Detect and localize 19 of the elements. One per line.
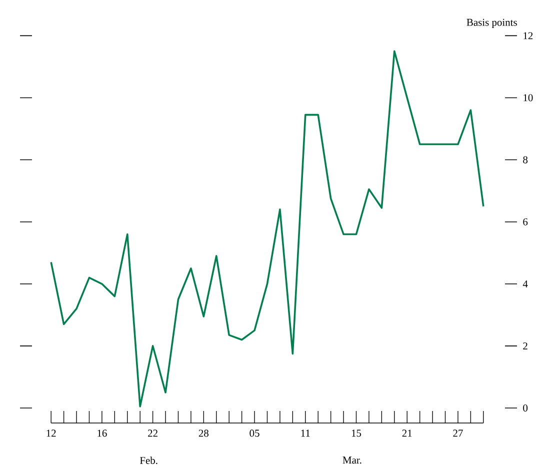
x-tick-label: 15 — [352, 430, 362, 437]
y-tick-label: 8 — [523, 156, 528, 164]
y-axis-title: Basis points — [466, 18, 517, 28]
x-tick-label: 12 — [46, 430, 56, 437]
text: Mar. — [342, 456, 362, 464]
x-tick-label: 05 — [250, 430, 260, 437]
y-tick-label: 0 — [523, 404, 528, 412]
y-tick-label: 4 — [522, 280, 528, 288]
y-tick-label: 2 — [523, 342, 528, 350]
y-tick-label: 10 — [524, 94, 533, 102]
x-tick-label: 28 — [198, 430, 208, 437]
x-tick-label: 16 — [98, 430, 107, 437]
y-tick-label: 6 — [523, 218, 528, 226]
y-tick-label: 12 — [524, 32, 533, 40]
x-tick-label: 22 — [148, 430, 158, 437]
x-tick-label: 11 — [301, 430, 310, 437]
x-tick-label: 21 — [402, 430, 412, 437]
x-tick-label: 27 — [453, 430, 463, 437]
text: Feb. — [140, 456, 158, 464]
